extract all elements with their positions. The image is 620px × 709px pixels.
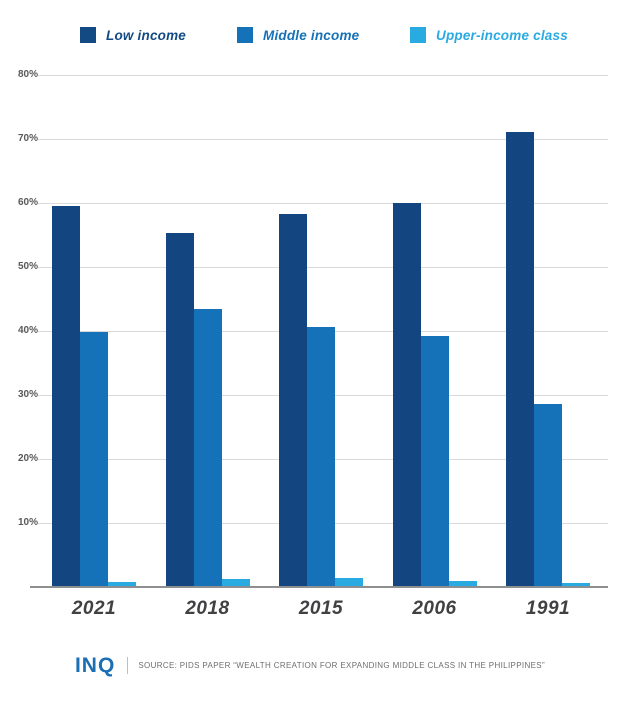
legend-label-upper-income: Upper-income class — [436, 27, 568, 43]
bar-upper-income-class-2018 — [221, 578, 250, 586]
x-axis-label-2006: 2006 — [412, 598, 457, 619]
gridline-80% — [38, 75, 608, 76]
legend-label-middle-income: Middle income — [263, 27, 360, 43]
y-axis-label-60%: 60% — [17, 197, 38, 208]
bar-low-income-2018 — [165, 233, 194, 586]
y-axis-label-30%: 30% — [17, 389, 38, 400]
y-axis-label-40%: 40% — [17, 325, 38, 336]
legend-label-low-income: Low income — [106, 27, 187, 43]
legend-item-upper-income: Upper-income class — [410, 27, 568, 43]
source-attribution: SOURCE: PIDS PAPER “WEALTH CREATION FOR … — [138, 660, 546, 670]
y-axis-label-70%: 70% — [17, 133, 38, 144]
gridline-60% — [38, 203, 608, 204]
bar-upper-income-class-2015 — [335, 578, 363, 586]
bar-upper-income-class-2006 — [448, 580, 477, 586]
y-axis-label-50%: 50% — [17, 261, 38, 272]
bar-middle-income-2006 — [420, 336, 449, 586]
gridline-70% — [38, 139, 608, 140]
footer-divider — [127, 656, 129, 674]
legend-item-middle-income: Middle income — [237, 27, 359, 43]
y-axis-label-80%: 80% — [17, 69, 38, 80]
bar-upper-income-class-2021 — [108, 581, 136, 586]
bar-middle-income-2018 — [193, 308, 222, 586]
x-axis-label-1991: 1991 — [525, 598, 571, 619]
x-axis-line — [30, 586, 608, 588]
legend-swatch-upper-income — [410, 27, 426, 43]
legend-swatch-middle-income — [237, 27, 253, 43]
legend-item-low-income: Low income — [80, 27, 186, 43]
y-axis-label-10%: 10% — [17, 517, 38, 528]
bar-low-income-2015 — [279, 213, 307, 586]
bar-low-income-1991 — [506, 132, 534, 586]
x-axis-label-2021: 2021 — [71, 598, 117, 619]
bar-middle-income-2021 — [80, 331, 108, 586]
legend-swatch-low-income — [80, 27, 96, 43]
bar-middle-income-2015 — [307, 326, 335, 586]
bar-low-income-2006 — [392, 202, 421, 586]
footer: INQ SOURCE: PIDS PAPER “WEALTH CREATION … — [0, 650, 620, 680]
x-axis-label-2015: 2015 — [298, 598, 344, 619]
bar-low-income-2021 — [52, 206, 80, 586]
bar-middle-income-1991 — [534, 404, 562, 586]
bar-upper-income-class-1991 — [562, 583, 590, 586]
y-axis-label-20%: 20% — [17, 453, 38, 464]
x-axis-label-2018: 2018 — [185, 598, 230, 619]
inquirer-logo: INQ — [74, 653, 116, 677]
gridline-50% — [38, 267, 608, 268]
